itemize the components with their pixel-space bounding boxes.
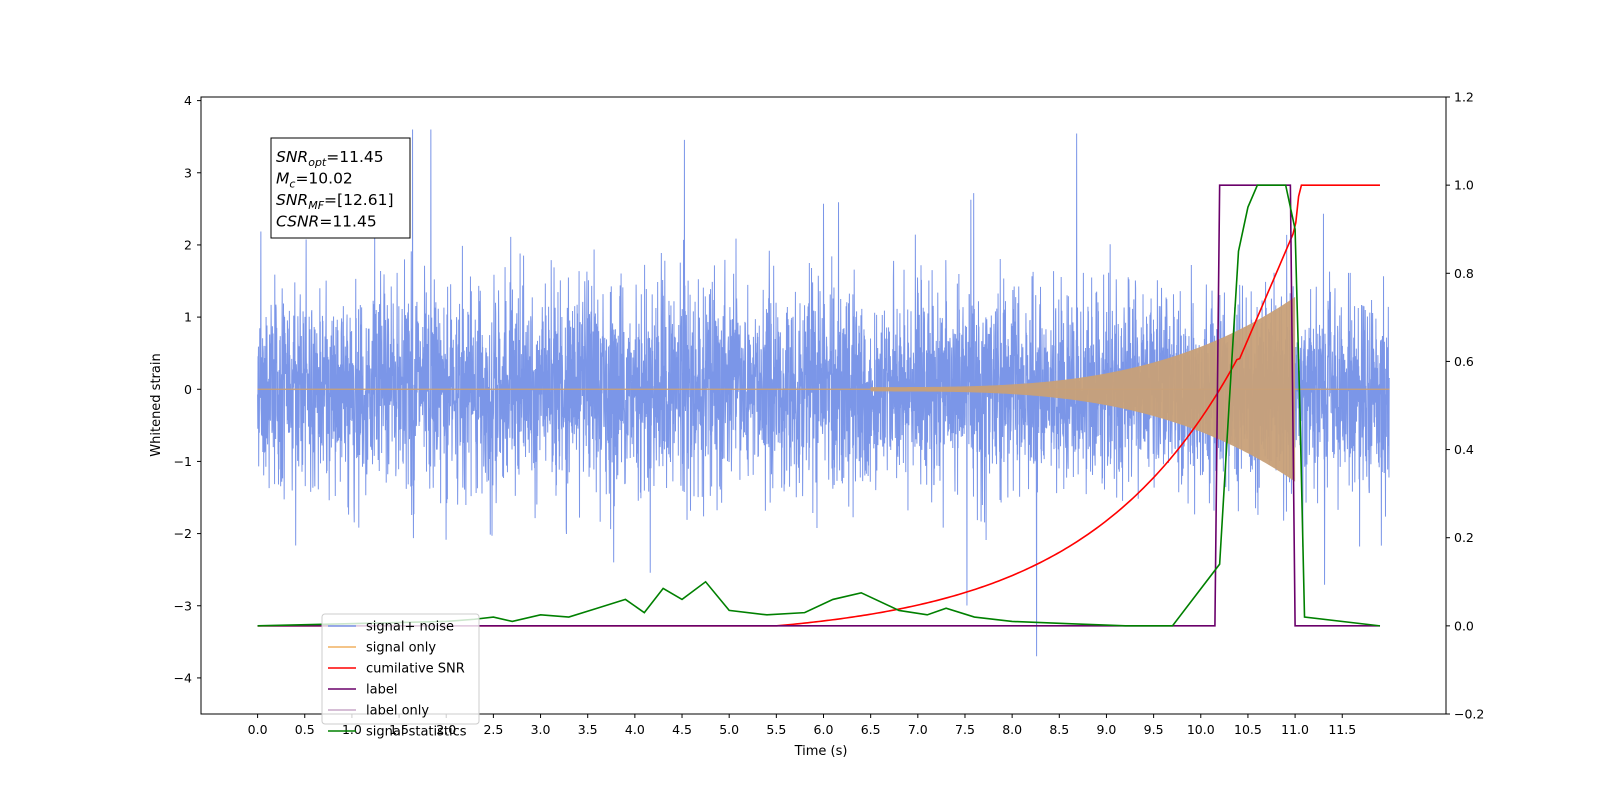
x-tick-label: 1.5 [389, 722, 409, 737]
snr-info-box: SNRopt=11.45Mc=10.02SNRMF=[12.61]CSNR=11… [270, 137, 411, 239]
x-tick-label: 11.5 [1328, 722, 1356, 737]
x-tick-label: 2.5 [483, 722, 503, 737]
y2-tick-label: 0.8 [1454, 266, 1474, 281]
x-tick-label: 10.5 [1234, 722, 1262, 737]
y-tick-label: −2 [174, 526, 192, 541]
y-tick-label: 0 [184, 382, 192, 397]
legend-entry: label only [366, 704, 429, 719]
ticks: 0.0 0.5 1.0 1.5 2.0 2.5 3.0 3.5 4.0 4.5 5.0 5.5 6.0 6… [174, 90, 1485, 738]
y-tick-label: 4 [184, 93, 192, 108]
info-line: CSNR=11.45 [276, 213, 377, 231]
y2-tick-label: 0.4 [1454, 442, 1474, 457]
info-line: SNRopt=11.45 [276, 148, 384, 169]
x-tick-label: 6.5 [861, 722, 881, 737]
x-tick-label: 0.5 [295, 722, 315, 737]
x-tick-label: 5.0 [719, 722, 739, 737]
y2-tick-label: 0.0 [1454, 618, 1474, 633]
info-line: SNRMF=[12.61] [276, 191, 394, 212]
info-line: Mc=10.02 [276, 170, 353, 191]
x-tick-label: 1.0 [342, 722, 362, 737]
y2-tick-label: 1.0 [1454, 178, 1474, 193]
y-tick-label: 2 [184, 237, 192, 252]
legend-entry: signal+ noise [366, 620, 454, 635]
y2-tick-label: 1.2 [1454, 90, 1474, 105]
y-tick-label: 1 [184, 310, 192, 325]
legend-frame [321, 613, 480, 725]
x-tick-label: 8.5 [1049, 722, 1069, 737]
legend: signal+ noise signal only cumilative SNR la… [321, 613, 480, 740]
x-tick-label: 4.0 [625, 722, 645, 737]
y-axis-label: Whitened strain [149, 353, 164, 456]
y2-tick-label: 0.6 [1454, 354, 1474, 369]
info-box-frame [270, 137, 411, 239]
y2-tick-label: −0.2 [1454, 707, 1484, 722]
y-tick-label: −1 [174, 454, 192, 469]
x-tick-label: 2.0 [436, 722, 456, 737]
x-tick-label: 10.0 [1187, 722, 1215, 737]
y-tick-label: 3 [184, 165, 192, 180]
x-tick-label: 11.0 [1281, 722, 1309, 737]
x-tick-label: 8.0 [1002, 722, 1022, 737]
y-tick-label: −3 [174, 598, 192, 613]
x-tick-label: 4.5 [672, 722, 692, 737]
x-tick-label: 5.5 [766, 722, 786, 737]
x-tick-label: 9.0 [1097, 722, 1117, 737]
x-tick-label: 6.0 [814, 722, 834, 737]
x-tick-label: 7.0 [908, 722, 928, 737]
series-label [257, 184, 1380, 627]
x-tick-label: 0.0 [248, 722, 268, 737]
legend-entry: label [366, 683, 397, 698]
x-tick-label: 3.0 [531, 722, 551, 737]
legend-entry: signal statistics [366, 725, 467, 740]
x-tick-label: 3.5 [578, 722, 598, 737]
x-tick-label: 9.5 [1144, 722, 1164, 737]
y-tick-label: −4 [174, 670, 192, 685]
x-axis-label: Time (s) [794, 744, 848, 759]
y2-tick-label: 0.2 [1454, 530, 1474, 545]
x-tick-label: 7.5 [955, 722, 975, 737]
legend-entry: cumilative SNR [366, 662, 465, 677]
legend-entry: signal only [366, 641, 436, 656]
series-signal-statistics [257, 184, 1381, 627]
